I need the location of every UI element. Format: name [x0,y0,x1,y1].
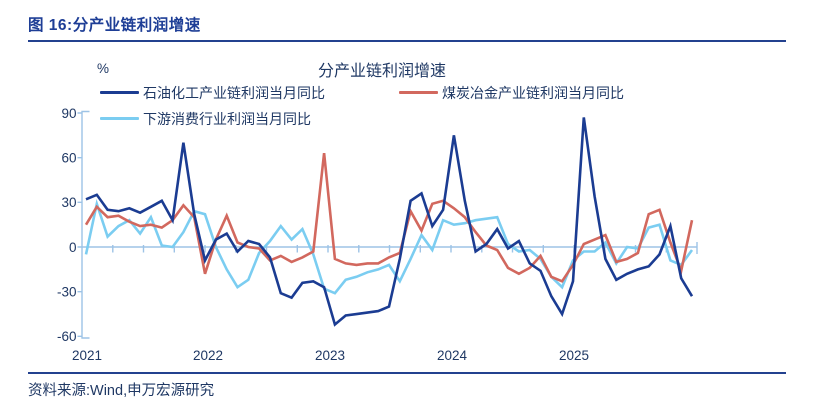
x-tick-label: 2024 [437,348,468,363]
series-line-coal-metallurgy-chain [84,152,694,283]
y-tick-label: 60 [61,151,76,166]
series-line-downstream-consumer [84,198,694,295]
x-tick-label: 2023 [315,348,345,363]
legend-swatch-coal-metallurgy [399,91,438,95]
series-line-petrochemical-chain [85,117,694,327]
legend-label-petrochemical: 石油化工产业链利润当月同比 [143,85,325,101]
legend-swatch-downstream-consumer [100,117,139,121]
y-tick-label: -60 [57,329,77,344]
legend-label-coal-metallurgy: 煤炭冶金产业链利润当月同比 [442,85,624,101]
x-tick-label: 2025 [559,348,589,363]
title-underline [28,40,786,42]
series-group [84,117,694,327]
y-tick-label: 30 [61,195,76,210]
legend-label-downstream-consumer: 下游消费行业利润当月同比 [143,111,311,127]
y-axis-unit-label: % [97,61,110,76]
y-tick-label: -30 [57,285,77,300]
footer-rule [28,372,786,374]
figure-title: 图 16:分产业链利润增速 [28,17,201,34]
source-note: 资料来源:Wind,申万宏源研究 [28,383,215,399]
y-tick-label: 90 [61,106,76,121]
x-tick-label: 2021 [72,348,102,363]
y-tick-label: 0 [69,240,77,255]
x-tick-label: 2022 [193,348,223,363]
legend-swatch-petrochemical [100,91,139,95]
chart-title: 分产业链利润增速 [317,63,446,80]
y-axis [77,110,90,339]
